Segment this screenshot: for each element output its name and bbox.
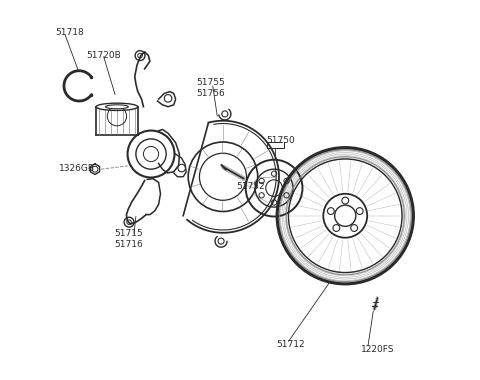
- Text: 51718: 51718: [55, 28, 84, 37]
- Text: 51755: 51755: [196, 78, 225, 87]
- Text: 51716: 51716: [114, 241, 143, 249]
- Text: 51752: 51752: [236, 182, 265, 191]
- Text: 51750: 51750: [266, 136, 295, 145]
- Polygon shape: [90, 164, 99, 174]
- Text: 51712: 51712: [276, 340, 305, 349]
- Text: 51720B: 51720B: [87, 51, 121, 60]
- Text: 1326GB: 1326GB: [59, 163, 95, 173]
- Ellipse shape: [96, 103, 138, 111]
- Ellipse shape: [106, 105, 128, 109]
- Text: 51715: 51715: [114, 229, 143, 238]
- Text: 1220FS: 1220FS: [361, 345, 395, 354]
- Text: 51756: 51756: [196, 89, 225, 98]
